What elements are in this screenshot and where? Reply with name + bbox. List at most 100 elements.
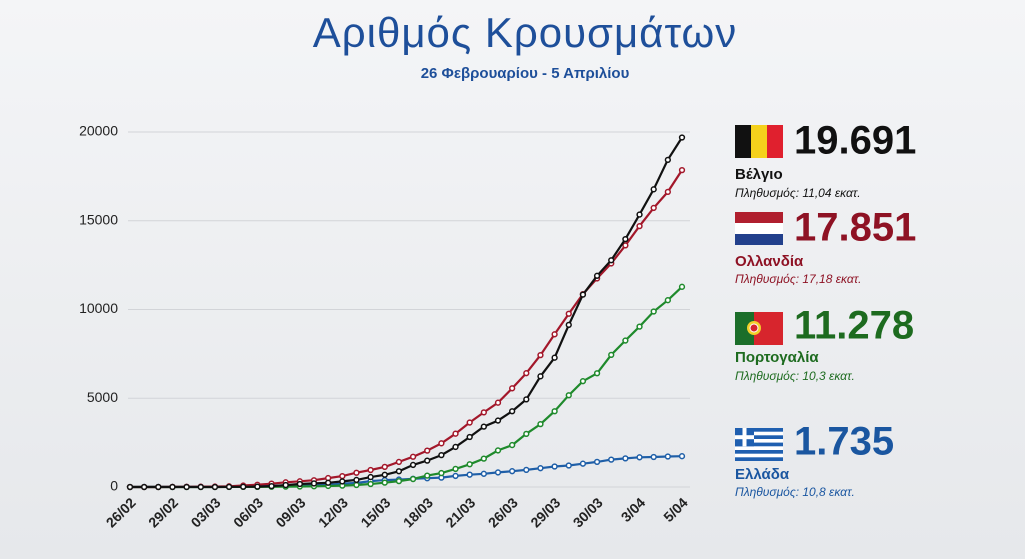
- data-point: [409, 461, 417, 469]
- data-point: [494, 417, 502, 424]
- data-point: [409, 453, 417, 460]
- data-point: [579, 460, 587, 467]
- data-point: [452, 465, 459, 473]
- data-point: [523, 430, 530, 437]
- data-point: [608, 456, 615, 463]
- data-point: [268, 482, 275, 490]
- data-point: [565, 392, 572, 399]
- country-name: Βέλγιο: [735, 166, 783, 183]
- data-point: [523, 466, 530, 474]
- data-point: [240, 483, 247, 490]
- data-point: [593, 370, 601, 377]
- flag-greece: [735, 428, 783, 461]
- data-point: [551, 408, 558, 415]
- data-point: [509, 385, 516, 392]
- population: Πληθυσμός: 10,8 εκατ.: [735, 485, 855, 499]
- population: Πληθυσμός: 17,18 εκατ.: [735, 272, 862, 286]
- flag-portugal: [735, 312, 783, 345]
- data-point: [579, 291, 587, 298]
- data-point: [593, 458, 601, 466]
- data-point: [678, 166, 686, 174]
- value-label: 19.691: [794, 119, 916, 163]
- data-point: [381, 463, 388, 471]
- data-point: [254, 483, 261, 490]
- data-point: [183, 483, 190, 491]
- data-point: [509, 441, 516, 449]
- data-point: [664, 188, 671, 196]
- data-point: [664, 453, 671, 460]
- country-name: Ελλάδα: [735, 466, 790, 483]
- y-tick-label: 0: [110, 478, 118, 494]
- data-point: [608, 351, 615, 359]
- data-point: [466, 471, 473, 478]
- data-point: [452, 472, 459, 480]
- data-point: [424, 447, 431, 454]
- flag-belgium: [735, 125, 783, 158]
- country-name: Ολλανδία: [735, 253, 804, 270]
- data-point: [494, 447, 502, 454]
- data-point: [537, 465, 544, 472]
- data-point: [395, 477, 403, 485]
- data-point: [579, 378, 587, 385]
- value-label: 11.278: [794, 304, 914, 348]
- data-point: [551, 331, 558, 338]
- data-point: [169, 483, 176, 491]
- data-point: [537, 351, 544, 359]
- data-point: [622, 337, 629, 344]
- data-point: [523, 370, 530, 377]
- data-point: [622, 455, 629, 462]
- data-point: [466, 461, 473, 468]
- data-point: [381, 471, 388, 478]
- data-point: [650, 186, 657, 193]
- data-point: [141, 483, 148, 491]
- data-point: [155, 483, 162, 491]
- data-point: [438, 440, 445, 447]
- data-point: [126, 483, 134, 491]
- data-point: [353, 476, 360, 484]
- chart-subtitle: 26 Φεβρουαρίου - 5 Απριλίου: [421, 65, 630, 82]
- data-point: [537, 420, 544, 428]
- data-point: [452, 430, 459, 437]
- data-point: [494, 399, 502, 406]
- data-point: [225, 483, 233, 491]
- data-point: [424, 472, 431, 479]
- data-point: [551, 463, 558, 470]
- data-point: [339, 472, 346, 480]
- data-point: [395, 458, 403, 466]
- data-point: [523, 396, 530, 403]
- data-point: [452, 443, 459, 451]
- data-point: [480, 455, 487, 462]
- data-point: [509, 408, 516, 415]
- data-point: [565, 321, 572, 329]
- country-name: Πορτογαλία: [735, 349, 819, 366]
- data-point: [664, 297, 671, 304]
- data-point: [537, 373, 544, 380]
- population: Πληθυσμός: 10,3 εκατ.: [735, 369, 855, 383]
- data-point: [636, 454, 643, 461]
- data-point: [480, 470, 487, 477]
- data-point: [650, 204, 657, 212]
- value-label: 17.851: [794, 206, 916, 250]
- data-point: [480, 409, 487, 416]
- data-point: [296, 480, 303, 488]
- data-point: [438, 469, 445, 477]
- data-point: [367, 466, 374, 474]
- data-point: [409, 475, 417, 483]
- data-point: [622, 235, 629, 243]
- data-point: [282, 481, 289, 489]
- flag-netherlands: [735, 212, 783, 245]
- data-point: [494, 469, 502, 476]
- data-point: [650, 308, 657, 315]
- data-point: [551, 354, 558, 361]
- data-point: [565, 310, 572, 317]
- data-point: [480, 423, 487, 430]
- data-point: [608, 257, 615, 264]
- data-point: [353, 469, 360, 476]
- series-line: [130, 136, 683, 489]
- data-point: [211, 483, 219, 491]
- data-point: [310, 480, 318, 487]
- data-point: [509, 468, 516, 475]
- data-point: [325, 479, 332, 486]
